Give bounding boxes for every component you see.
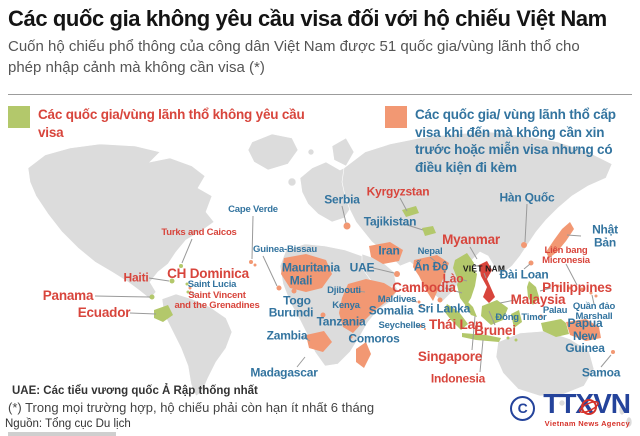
leader-line (302, 336, 311, 342)
leader-line (251, 215, 254, 260)
leader-line (399, 197, 408, 212)
page-subtitle: Cuốn hộ chiếu phổ thông của công dân Việ… (8, 38, 580, 76)
leader-line (189, 290, 196, 296)
leader-line (356, 290, 366, 293)
footnote-validity: (*) Trong mọi trường hợp, hộ chiếu phải … (8, 400, 375, 415)
leader-line (524, 203, 528, 243)
agency-name: Vietnam News Agency (544, 419, 630, 428)
leader-line (523, 263, 531, 270)
legend-visa-conditional: Các quốc gia/ vùng lãnh thổ cấp visa khi… (385, 106, 635, 176)
legend-visa-free-swatch (8, 106, 30, 128)
world-map (27, 131, 633, 428)
legend-visa-free-label: Các quốc gia/vùng lãnh thổ không yêu cầu… (38, 107, 305, 140)
source-note: Nguồn: Tổng cục Du lịch (5, 418, 131, 430)
leader-line (483, 272, 487, 279)
leader-line (372, 267, 395, 274)
legend-visa-conditional-label: Các quốc gia/ vùng lãnh thổ cấp visa khi… (415, 107, 616, 175)
country-vietnam (479, 261, 495, 303)
leader-line (262, 255, 278, 287)
leader-line (565, 263, 578, 286)
leader-line (341, 205, 347, 224)
footnote-uae: UAE: Các tiểu vương quốc Ả Rập thống nhấ… (12, 385, 258, 397)
leader-line (444, 287, 463, 294)
countries-conditional-visa (188, 222, 615, 368)
leader-lines (94, 197, 612, 373)
leader-line (354, 305, 362, 309)
leader-line (499, 299, 516, 304)
leader-line (459, 278, 468, 282)
leader-line (94, 295, 151, 298)
leader-line (566, 234, 582, 237)
leader-line (591, 294, 595, 305)
leader-line (129, 312, 157, 315)
leader-line (403, 223, 424, 231)
leader-line (429, 256, 437, 263)
leader-line (296, 356, 306, 368)
leader-line (600, 354, 612, 368)
leader-line (488, 310, 496, 326)
page-title: Các quốc gia không yêu cầu visa đối với … (8, 6, 607, 31)
leader-line (471, 315, 476, 351)
agency-logo: C TTXVN Vietnam News Agency (510, 390, 631, 428)
countries-visa-free (149, 206, 569, 342)
leader-line (539, 287, 552, 292)
leader-line (469, 246, 478, 260)
bottom-bar (8, 432, 116, 436)
globe-icon (579, 399, 599, 415)
continents (27, 131, 633, 428)
leader-line (479, 339, 484, 373)
legend-visa-free: Các quốc gia/vùng lãnh thổ không yêu cầu… (8, 106, 308, 141)
leader-line (148, 277, 170, 282)
leader-line (409, 299, 418, 303)
leader-line (181, 238, 193, 264)
divider (8, 94, 632, 95)
legend-visa-conditional-swatch (385, 106, 407, 128)
copyright-icon: C (510, 396, 536, 421)
